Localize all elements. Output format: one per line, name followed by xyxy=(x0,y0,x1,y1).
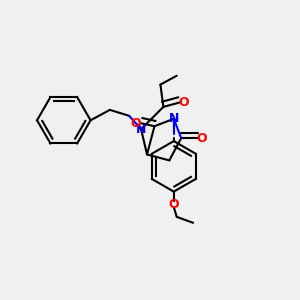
Text: O: O xyxy=(197,132,207,145)
Text: O: O xyxy=(169,198,179,211)
Text: O: O xyxy=(179,96,190,109)
Text: N: N xyxy=(136,123,146,136)
Text: O: O xyxy=(130,117,141,130)
Text: N: N xyxy=(169,112,179,125)
